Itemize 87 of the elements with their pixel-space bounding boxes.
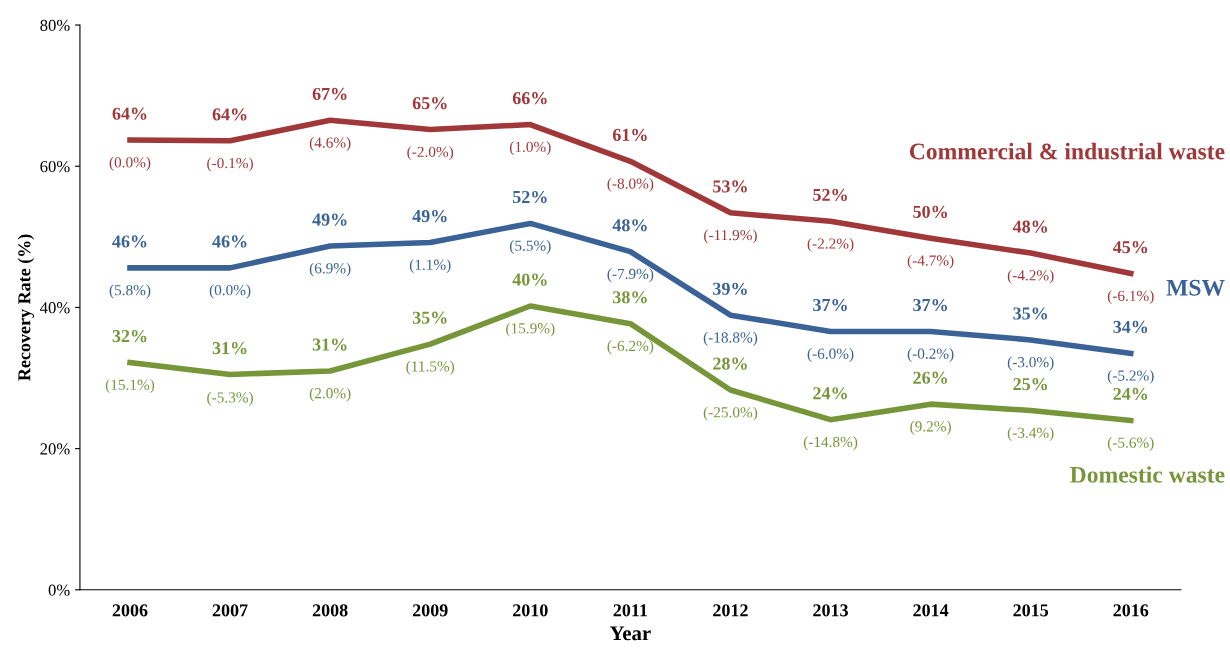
x-tick-label: 2007 bbox=[212, 604, 248, 617]
annotation: (-25.0%) bbox=[703, 406, 758, 421]
annotation: (-6.0%) bbox=[807, 348, 854, 362]
y-tick-label: 0% bbox=[48, 584, 70, 596]
annotation: (9.2%) bbox=[910, 420, 951, 435]
annotation: (15.1%) bbox=[105, 379, 155, 394]
data-label: 50% bbox=[913, 205, 947, 218]
annotation: (-11.9%) bbox=[704, 229, 757, 244]
data-label: 40% bbox=[512, 273, 547, 286]
annotation: (-14.8%) bbox=[803, 436, 858, 451]
data-label: 64% bbox=[112, 107, 147, 120]
data-label: 28% bbox=[713, 357, 747, 370]
annotation: (1.0%) bbox=[509, 141, 551, 156]
annotation: (0.0%) bbox=[109, 156, 151, 171]
annotation: (-0.2%) bbox=[907, 348, 954, 362]
data-label: 61% bbox=[612, 128, 647, 142]
annotation: (0.0%) bbox=[209, 284, 251, 299]
annotation: (5.5%) bbox=[509, 240, 551, 254]
y-tick-label: 40% bbox=[40, 302, 70, 314]
annotation: (-5.2%) bbox=[1107, 369, 1154, 384]
data-label: 37% bbox=[813, 298, 847, 312]
annotation: (-4.2%) bbox=[1007, 269, 1054, 284]
x-tick-label: 2006 bbox=[112, 604, 148, 617]
annotation: (-8.0%) bbox=[607, 177, 654, 192]
annotation: (-3.4%) bbox=[1007, 427, 1054, 442]
y-tick-label: 20% bbox=[40, 443, 70, 455]
data-label: 31% bbox=[212, 341, 247, 355]
data-label: 49% bbox=[412, 209, 447, 223]
x-tick-label: 2011 bbox=[613, 604, 647, 617]
data-label: 46% bbox=[112, 235, 147, 248]
data-label: 49% bbox=[312, 213, 347, 226]
annotation: (-2.0%) bbox=[407, 146, 454, 161]
annotation: (15.9%) bbox=[506, 322, 555, 337]
annotation: (4.6%) bbox=[309, 137, 351, 151]
data-label: 25% bbox=[1013, 377, 1048, 391]
data-label: 35% bbox=[412, 311, 447, 324]
data-label: 48% bbox=[612, 219, 647, 232]
annotation: (6.9%) bbox=[309, 262, 351, 277]
annotation: (-6.2%) bbox=[607, 340, 654, 355]
text: Domestic waste bbox=[1070, 466, 1225, 483]
data-label: 32% bbox=[112, 329, 147, 343]
annotation: (1.1%) bbox=[409, 259, 451, 273]
data-label: 39% bbox=[713, 282, 747, 295]
text: Commercial & industrial waste bbox=[909, 142, 1225, 160]
x-tick-label: 2009 bbox=[412, 604, 448, 617]
data-label: 52% bbox=[813, 188, 847, 202]
x-tick-label: 2014 bbox=[913, 604, 949, 617]
text: MSW bbox=[1166, 279, 1225, 296]
y-axis-title: Recovery Rate (%) bbox=[17, 234, 35, 381]
data-label: 45% bbox=[1112, 241, 1148, 254]
data-label: 53% bbox=[713, 180, 747, 193]
data-label: 48% bbox=[1012, 220, 1048, 233]
data-label: 26% bbox=[913, 371, 947, 384]
annotation: (-5.6%) bbox=[1107, 437, 1154, 451]
y-tick-label: 80% bbox=[40, 19, 70, 32]
data-label: 46% bbox=[212, 235, 247, 248]
y-tick-label: 60% bbox=[40, 160, 70, 173]
data-label: 52% bbox=[512, 190, 547, 204]
annotation: (-3.0%) bbox=[1007, 356, 1054, 371]
data-label: 67% bbox=[312, 87, 347, 101]
data-label: 37% bbox=[913, 298, 947, 312]
data-label: 34% bbox=[1113, 320, 1148, 334]
annotation: (-5.3%) bbox=[207, 391, 253, 406]
data-label: 31% bbox=[312, 338, 347, 351]
x-tick-label: 2012 bbox=[713, 604, 748, 617]
x-tick-label: 2010 bbox=[513, 604, 548, 617]
data-label: 66% bbox=[512, 92, 547, 105]
annotation: (-4.7%) bbox=[907, 254, 954, 269]
data-label: 65% bbox=[412, 97, 447, 110]
data-label: 35% bbox=[1013, 307, 1048, 320]
x-tick-label: 2013 bbox=[813, 604, 848, 617]
x-tick-label: 2016 bbox=[1113, 604, 1149, 617]
annotation: (2.0%) bbox=[309, 387, 351, 402]
annotation: (-7.9%) bbox=[607, 268, 654, 283]
data-label: 64% bbox=[212, 108, 247, 121]
annotation: (-6.1%) bbox=[1107, 290, 1154, 305]
x-axis-title: Year bbox=[609, 626, 651, 641]
data-label: 24% bbox=[1113, 387, 1148, 401]
annotation: (5.8%) bbox=[109, 284, 151, 299]
data-label: 38% bbox=[613, 291, 647, 304]
annotation: (-18.8%) bbox=[703, 331, 758, 346]
annotation: (-2.2%) bbox=[807, 237, 854, 252]
annotation: (11.5%) bbox=[406, 360, 455, 375]
data-label: 24% bbox=[813, 387, 847, 400]
x-tick-label: 2008 bbox=[312, 604, 348, 617]
x-tick-label: 2015 bbox=[1013, 604, 1049, 617]
annotation: (-0.1%) bbox=[207, 157, 253, 172]
